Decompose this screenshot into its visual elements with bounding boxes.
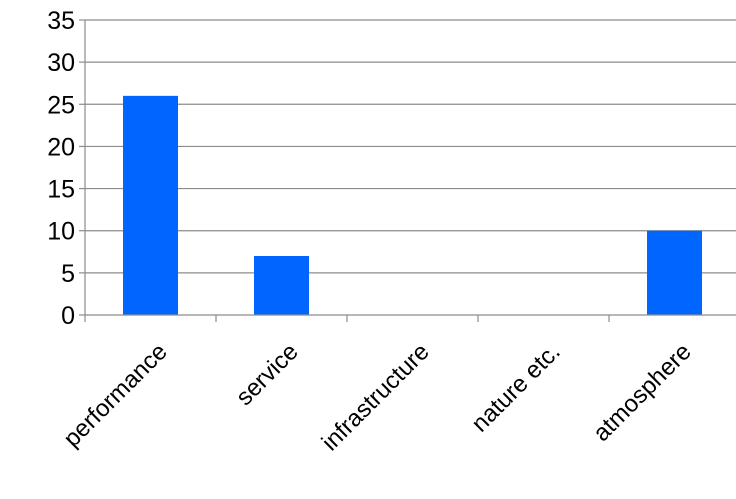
x-tick-label-service: service <box>231 338 304 411</box>
y-tick-label: 35 <box>47 7 75 35</box>
y-tick-label: 20 <box>47 133 75 161</box>
x-tick-labels: performance service infrastructure nature e… <box>58 338 696 456</box>
y-tick-labels: 0 5 10 15 20 25 30 35 <box>47 7 75 330</box>
x-tick-label-performance: performance <box>58 338 172 452</box>
bar-atmosphere <box>647 230 702 315</box>
bar-performance <box>123 95 178 315</box>
bar-service <box>254 256 309 315</box>
bars <box>123 95 702 315</box>
x-tick-label-infrastructure: infrastructure <box>317 338 435 456</box>
y-tick-label: 25 <box>47 91 75 119</box>
y-tick-label: 10 <box>47 218 75 246</box>
y-tick-label: 15 <box>47 176 75 204</box>
x-tick-label-nature-etc: nature etc. <box>466 338 565 437</box>
y-tick-label: 5 <box>61 260 75 288</box>
gridlines <box>85 19 736 274</box>
y-tick-label: 0 <box>61 302 75 330</box>
y-tick-label: 30 <box>47 49 75 77</box>
axes <box>79 19 736 322</box>
x-tick-label-atmosphere: atmosphere <box>588 338 697 447</box>
